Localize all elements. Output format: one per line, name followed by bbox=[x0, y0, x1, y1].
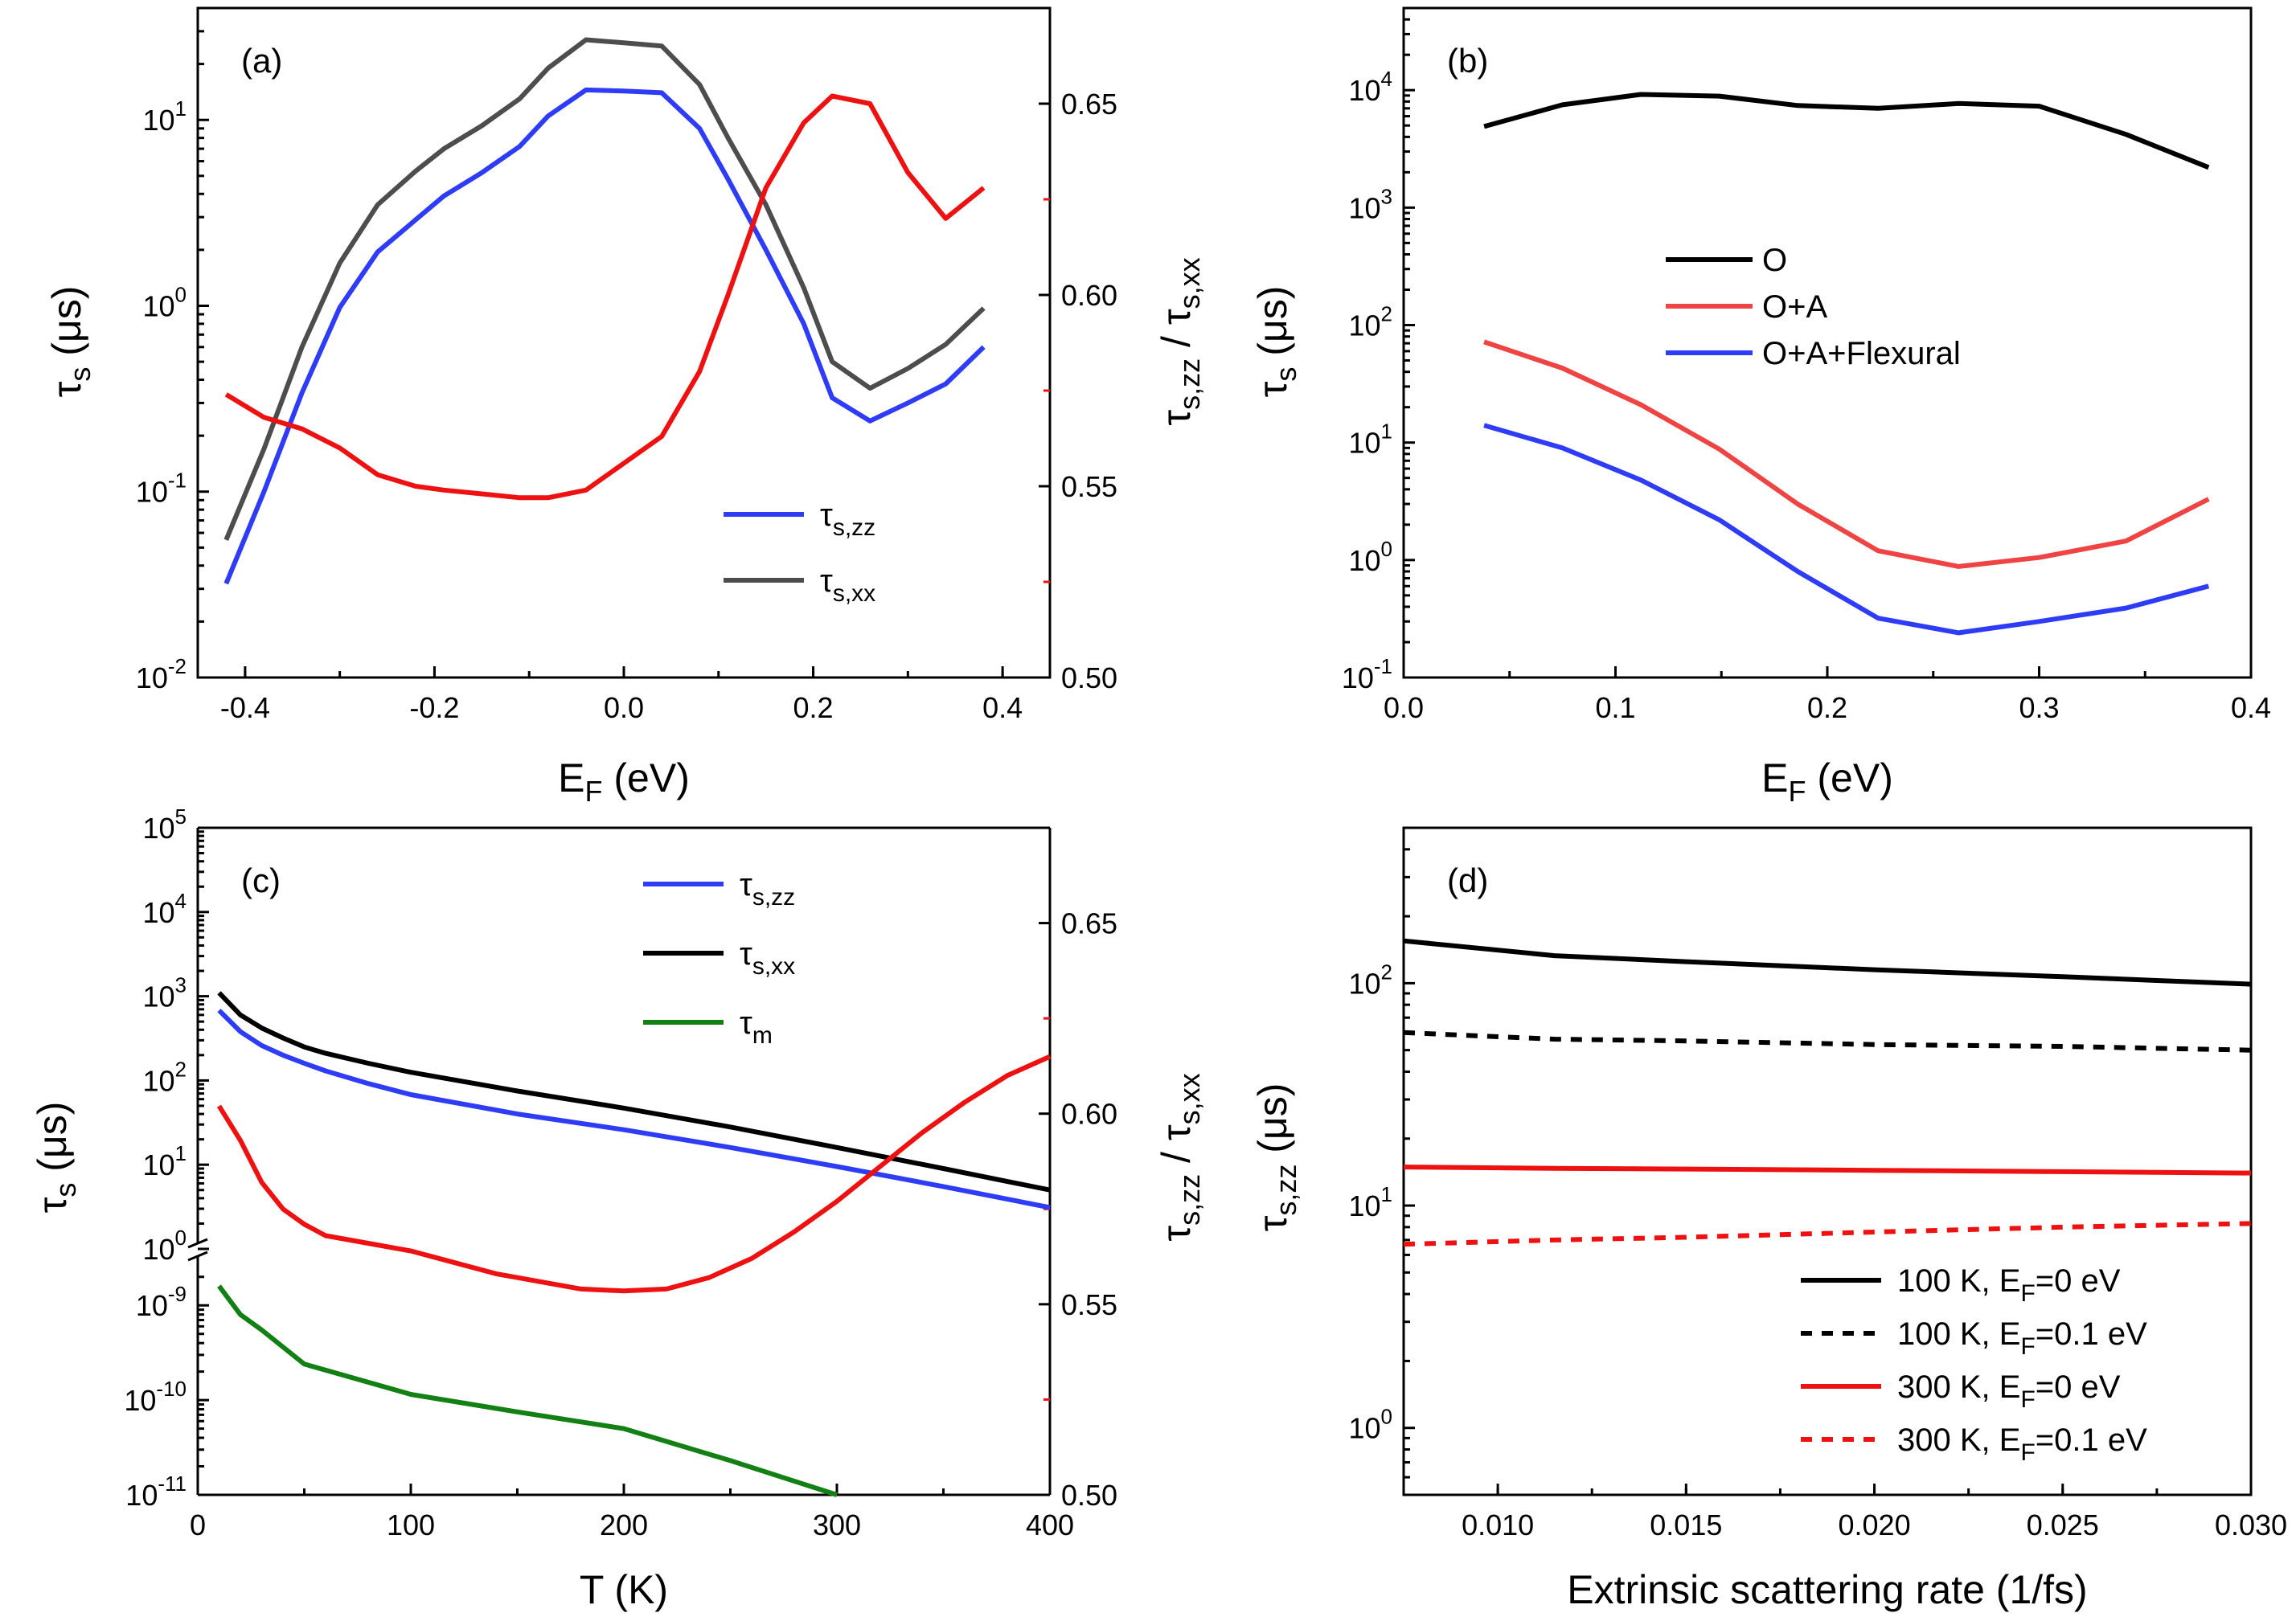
y-tick-label: 101 bbox=[1348, 420, 1392, 460]
x-tick-label: 200 bbox=[600, 1509, 648, 1541]
y-tick-label: 102 bbox=[142, 1057, 187, 1097]
y-tick-label: 10-10 bbox=[124, 1377, 187, 1417]
axis-break-mark bbox=[187, 1251, 208, 1262]
y-tick-label: 100 bbox=[142, 282, 187, 322]
series-100 K, EF=0 eV bbox=[1403, 938, 2252, 987]
x-axis-label: EF (eV) bbox=[558, 755, 690, 808]
y2-axis-label: τs,zz / τs,xx bbox=[1154, 257, 1206, 425]
series-O+A+Flexural bbox=[1483, 423, 2210, 636]
y-axis-label: τs (μs) bbox=[1250, 286, 1302, 398]
x-tick-label: 0.025 bbox=[2027, 1509, 2099, 1541]
x-tick-label: 0.1 bbox=[1595, 691, 1635, 724]
legend-label: O+A+Flexural bbox=[1762, 336, 1961, 371]
series-ratio bbox=[216, 1054, 1052, 1294]
y-tick-label: 102 bbox=[1348, 960, 1392, 1000]
series-100 K, EF=0.1 eV bbox=[1403, 1030, 2252, 1053]
x-tick-label: 0.0 bbox=[604, 691, 644, 724]
axis-break-mark bbox=[187, 1238, 208, 1249]
series-τs,zz bbox=[223, 87, 986, 585]
panel-c: 0 100 200 300 400 100 101 102 103 104 105 10-11 10-1… bbox=[30, 804, 1206, 1612]
y-tick-label: 10-1 bbox=[1342, 654, 1392, 694]
legend-entry-label: 300 K, EF=0 eV bbox=[1897, 1369, 2121, 1413]
y2-tick-label: 0.60 bbox=[1061, 279, 1117, 312]
x-tick-label: 0.4 bbox=[982, 691, 1023, 724]
x-tick-label: 0.2 bbox=[1807, 691, 1847, 724]
legend-label: O+A bbox=[1762, 289, 1827, 325]
legend-entry-label: τs,xx bbox=[740, 936, 795, 980]
y-tick-label: 103 bbox=[1348, 184, 1392, 224]
plot-frame bbox=[1402, 826, 2253, 1496]
y-tick-label: 104 bbox=[142, 889, 187, 929]
legend-tau-sxx-label: τs,xx bbox=[820, 563, 875, 607]
x-tick-label: 0.020 bbox=[1839, 1509, 1911, 1541]
x-axis-label: Extrinsic scattering rate (1/fs) bbox=[1567, 1567, 2087, 1612]
y2-tick-label: 0.50 bbox=[1061, 1479, 1117, 1512]
series-τs,xx bbox=[223, 37, 986, 541]
y2-tick-label: 0.65 bbox=[1061, 88, 1117, 121]
x-tick-label: 0 bbox=[190, 1509, 206, 1541]
legend-entry-label: 100 K, EF=0 eV bbox=[1897, 1263, 2121, 1307]
x-tick-label: -0.2 bbox=[409, 691, 459, 724]
panel-a: -0.4 -0.2 0.0 0.2 0.4 10-2 10-1 100 101 0.50 0.55 0… bbox=[44, 6, 1206, 808]
legend-entry-label: τs,zz bbox=[740, 867, 795, 911]
y-tick-label: 103 bbox=[142, 973, 187, 1013]
panel-label: (c) bbox=[241, 862, 281, 899]
x-tick-label: 400 bbox=[1026, 1509, 1074, 1541]
y-tick-label: 100 bbox=[142, 1226, 187, 1266]
y-tick-label: 10-1 bbox=[136, 469, 187, 509]
y-tick-label: 101 bbox=[142, 1141, 187, 1181]
y2-tick-label: 0.55 bbox=[1061, 1288, 1117, 1321]
legend-entry-label: τm bbox=[740, 1005, 773, 1049]
y-tick-label: 100 bbox=[1348, 537, 1392, 577]
series-τs,xx bbox=[217, 991, 1051, 1193]
x-tick-label: 0.030 bbox=[2215, 1509, 2287, 1541]
series-300 K, EF=0 eV bbox=[1403, 1165, 2252, 1176]
x-axis-label: EF (eV) bbox=[1761, 755, 1893, 808]
series-O+A bbox=[1483, 339, 2210, 569]
series-τm bbox=[217, 1284, 838, 1497]
x-tick-label: 0.4 bbox=[2231, 691, 2271, 724]
y-tick-label: 101 bbox=[1348, 1182, 1392, 1222]
y-tick-label: 10-9 bbox=[136, 1282, 187, 1322]
x-tick-label: 300 bbox=[813, 1509, 861, 1541]
y2-tick-label: 0.65 bbox=[1061, 907, 1117, 940]
x-tick-label: 100 bbox=[387, 1509, 435, 1541]
y-tick-label: 104 bbox=[1348, 67, 1392, 107]
y-tick-label: 105 bbox=[142, 804, 187, 845]
y-tick-label: 10-11 bbox=[125, 1472, 187, 1512]
y-axis-label: τs (μs) bbox=[30, 1102, 82, 1214]
legend-tau-szz-label: τs,zz bbox=[820, 497, 875, 541]
y-tick-label: 102 bbox=[1348, 301, 1392, 342]
series-O bbox=[1483, 92, 2210, 170]
panel-label: (b) bbox=[1447, 42, 1488, 80]
y-tick-label: 101 bbox=[142, 96, 187, 137]
legend-entry-label: 100 K, EF=0.1 eV bbox=[1897, 1316, 2147, 1360]
y2-axis-label: τs,zz / τs,xx bbox=[1154, 1073, 1206, 1241]
panel-d: 0.010 0.015 0.020 0.025 0.030 100 101 102 (d) 100… bbox=[1250, 826, 2287, 1612]
x-tick-label: 0.3 bbox=[2019, 691, 2059, 724]
y2-tick-label: 0.50 bbox=[1061, 661, 1117, 694]
series-τs,zz bbox=[217, 1009, 1051, 1210]
x-tick-label: 0.010 bbox=[1462, 1509, 1534, 1541]
x-axis-label: T (K) bbox=[580, 1567, 668, 1612]
y-tick-label: 10-2 bbox=[136, 654, 187, 694]
panel-label: (d) bbox=[1447, 862, 1488, 899]
series-ratio bbox=[224, 93, 986, 501]
x-tick-label: 0.015 bbox=[1650, 1509, 1722, 1541]
panel-b: 0.0 0.1 0.2 0.3 0.4 10-1 100 101 102 103 104 (b) O O+… bbox=[1250, 6, 2271, 808]
series-300 K, EF=0.1 eV bbox=[1403, 1221, 2252, 1247]
y2-tick-label: 0.55 bbox=[1061, 470, 1117, 503]
y2-tick-label: 0.60 bbox=[1061, 1098, 1117, 1131]
x-tick-label: 0.0 bbox=[1384, 691, 1424, 724]
legend-entry-label: 300 K, EF=0.1 eV bbox=[1897, 1423, 2147, 1466]
x-tick-label: 0.2 bbox=[793, 691, 834, 724]
y-axis-label: τs,zz (μs) bbox=[1250, 1083, 1302, 1232]
legend-label: O bbox=[1762, 243, 1787, 278]
x-tick-label: -0.4 bbox=[220, 691, 270, 724]
y-axis-label: τs (μs) bbox=[44, 286, 96, 398]
panel-label: (a) bbox=[241, 42, 282, 80]
y-tick-label: 100 bbox=[1348, 1405, 1392, 1445]
